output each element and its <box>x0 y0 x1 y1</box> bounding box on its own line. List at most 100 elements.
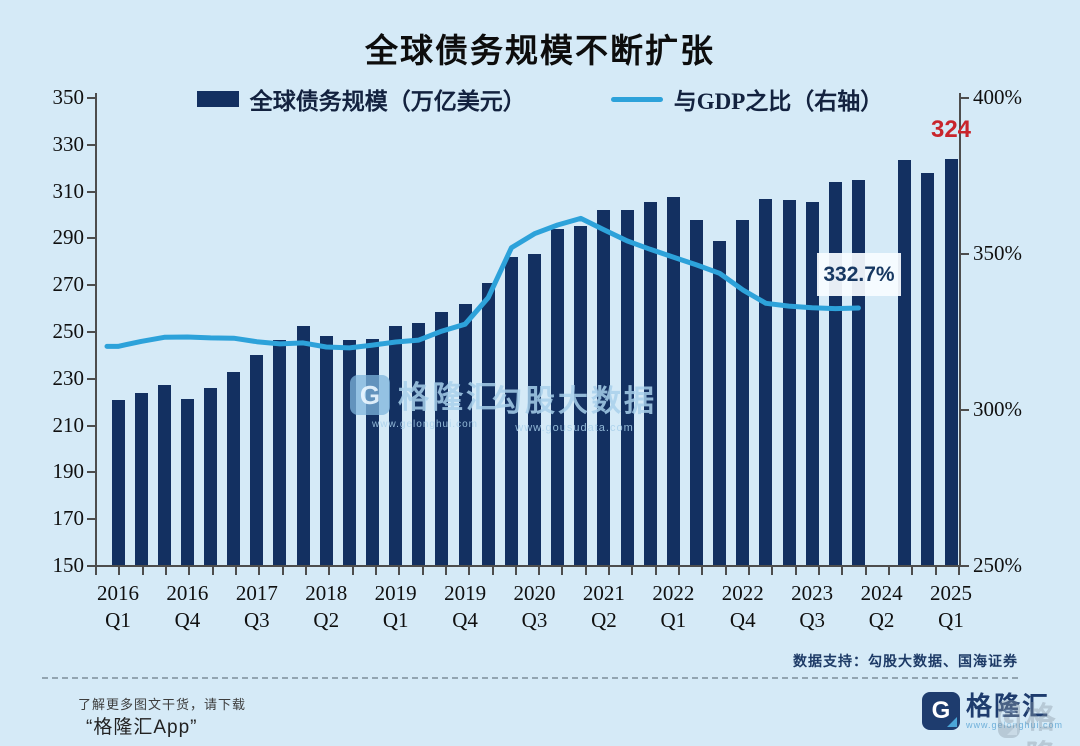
x-axis <box>95 565 961 567</box>
y-axis-label-210: 210 <box>52 412 85 437</box>
y-axis-left <box>95 93 97 567</box>
x-axis-tick <box>258 566 261 575</box>
bar-2020Q2 <box>504 257 518 565</box>
x-axis-tick <box>118 566 121 575</box>
y-axis-label-230: 230 <box>52 365 85 390</box>
line-series-label: 与GDP之比（右轴） <box>673 89 884 114</box>
x-axis-tick <box>911 566 914 575</box>
y-axis-label-250: 250 <box>52 319 85 343</box>
x-axis-label-2021Q2: 2021 Q2 <box>582 581 625 632</box>
bar-2025Q1 <box>944 158 958 565</box>
x-axis-tick <box>328 566 331 575</box>
bar-2024Q4 <box>921 172 935 565</box>
line-series-swatch <box>610 96 663 102</box>
y-axis-tick <box>87 424 96 427</box>
x-axis-tick <box>491 566 494 575</box>
x-axis-tick <box>234 566 237 575</box>
x-axis-tick <box>654 566 657 575</box>
bar-2023Q1 <box>759 198 773 565</box>
bar-2019Q3 <box>435 312 449 565</box>
gelonghui-logo: G 格隆汇 www.gelonghui.com <box>922 692 1063 730</box>
bar-2019Q1 <box>389 326 403 565</box>
right-axis-tick <box>960 409 969 411</box>
bar-2017Q3 <box>250 355 264 565</box>
right-axis-label-350: 350% <box>973 241 1022 265</box>
bar-2020Q1 <box>481 282 495 565</box>
legend: 全球债务规模（万亿美元） 与GDP之比（右轴） <box>0 82 1080 116</box>
x-axis-label-2017Q3: 2017 Q3 <box>235 581 278 632</box>
x-axis-tick <box>164 566 167 575</box>
right-axis-label-300: 300% <box>973 397 1022 421</box>
x-axis-tick <box>398 566 401 575</box>
bar-series-label: 全球债务规模（万亿美元） <box>249 89 526 114</box>
x-axis-tick <box>794 566 797 575</box>
bar-2016Q2 <box>134 392 148 565</box>
bar-2016Q1 <box>111 399 125 565</box>
bar-2021Q2 <box>597 210 611 565</box>
x-axis-tick <box>188 566 191 575</box>
footer-divider <box>42 677 1018 679</box>
x-axis-label-2020Q3: 2020 Q3 <box>513 581 556 632</box>
right-axis-tick <box>960 565 969 567</box>
x-axis-label-2025Q1: 2025 Q1 <box>930 581 972 632</box>
x-axis-tick <box>818 566 821 575</box>
bar-2018Q2 <box>319 335 333 565</box>
gelonghui-brand-text: 格隆汇 <box>966 692 1063 720</box>
x-axis-label-2024Q2: 2024 Q2 <box>860 581 903 632</box>
gousudata-watermark: 勾股大数据 www.gousudata.com <box>492 385 657 434</box>
x-axis-tick <box>771 566 774 575</box>
y-axis-label-170: 170 <box>52 506 85 531</box>
x-axis-tick <box>748 566 751 575</box>
bar-2018Q1 <box>296 326 310 565</box>
bar-2016Q4 <box>180 398 194 565</box>
y-axis-tick <box>87 377 96 380</box>
x-axis-tick <box>934 566 937 575</box>
x-axis-tick <box>538 566 541 575</box>
y-axis-label-310: 310 <box>52 178 85 203</box>
x-axis-label-2016Q1: 2016 Q1 <box>97 581 139 632</box>
x-axis-tick <box>701 566 704 575</box>
bar-2020Q3 <box>528 253 541 565</box>
x-axis-tick <box>678 566 681 575</box>
bar-series-swatch <box>196 91 239 107</box>
gelonghui-logo-icon: G <box>922 692 960 730</box>
x-axis-label-2019Q1: 2019 Q1 <box>374 581 417 632</box>
bar-2021Q4 <box>643 202 657 565</box>
x-axis-tick <box>141 566 144 575</box>
bar-2022Q3 <box>713 240 727 565</box>
bar-2021Q3 <box>620 210 634 565</box>
bar-2019Q4 <box>458 303 472 565</box>
bar-2024Q3 <box>898 160 912 565</box>
data-source-note: 数据支持：勾股大数据、国海证券 <box>793 653 1018 669</box>
x-axis-tick <box>724 566 727 575</box>
x-axis-tick <box>888 566 891 575</box>
y-axis-tick <box>87 331 96 333</box>
y-axis-label-190: 190 <box>52 459 85 484</box>
bar-2017Q2 <box>227 371 241 565</box>
footer-promo-text: 了解更多图文干货，请下载 <box>78 697 247 712</box>
x-axis-tick <box>211 566 214 575</box>
x-axis-tick <box>584 566 587 575</box>
x-axis-tick <box>281 566 284 575</box>
y-axis-label-350: 350 <box>52 85 85 109</box>
footer-app-name: “格隆汇App” <box>86 717 198 738</box>
x-axis-label-2019Q4: 2019 Q4 <box>444 581 487 632</box>
x-axis-label-2022Q1: 2022 Q1 <box>652 581 695 632</box>
bar-2022Q4 <box>736 219 750 565</box>
watermark-logo-icon: G <box>998 700 1020 738</box>
y-axis-tick <box>87 284 96 287</box>
right-axis-label-250: 250% <box>973 553 1022 577</box>
bar-2022Q2 <box>689 219 703 565</box>
x-axis-label-2023Q3: 2023 Q3 <box>791 581 834 632</box>
x-axis-tick <box>608 566 611 575</box>
bar-2016Q3 <box>157 384 171 565</box>
corner-watermark: G 格隆汇 <box>998 700 1080 746</box>
bar-2023Q3 <box>805 202 819 565</box>
x-axis-tick <box>421 566 424 575</box>
y-axis-tick <box>87 237 96 240</box>
x-axis-tick <box>351 566 354 575</box>
x-axis-tick <box>864 566 867 575</box>
y-axis-tick <box>87 565 96 567</box>
